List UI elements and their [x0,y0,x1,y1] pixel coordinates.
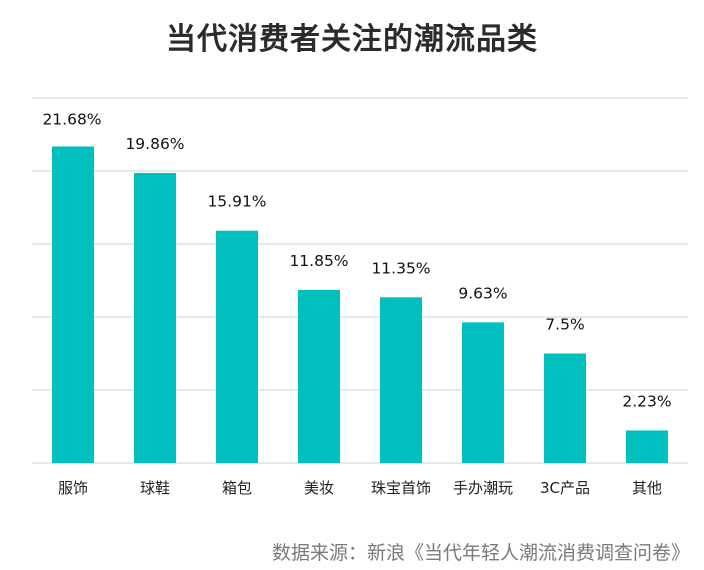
bar [380,297,422,463]
x-tick-labels: 服饰 球鞋 箱包 美妆 珠宝首饰 手办潮玩 3C产品 其他 [58,479,662,497]
bar [544,353,586,463]
value-label: 7.5% [545,316,584,334]
bar [134,173,176,463]
bar [626,430,668,463]
value-label: 21.68% [42,110,101,128]
chart-title: 当代消费者关注的潮流品类 [166,22,538,57]
x-tick-label: 其他 [632,479,662,497]
x-tick-label: 珠宝首饰 [371,479,431,497]
bar [298,289,340,463]
x-tick-label: 球鞋 [140,479,170,497]
value-label: 11.35% [371,259,430,277]
x-tick-label: 箱包 [222,479,252,497]
value-label: 2.23% [622,392,671,410]
bar [216,230,258,463]
source-note: 数据来源：新浪《当代年轻人潮流消费调查问卷》 [271,542,690,564]
x-tick-label: 美妆 [304,479,334,497]
x-tick-label: 服饰 [58,479,88,497]
x-tick-label: 手办潮玩 [453,479,513,497]
value-label: 9.63% [458,284,507,302]
value-label: 11.85% [289,252,348,270]
x-tick-label: 3C产品 [540,479,590,497]
bars [52,146,668,464]
value-labels: 21.68% 19.86% 15.91% 11.85% 11.35% 9.63% 7.5% 2… [42,110,671,410]
bar [462,322,504,463]
value-label: 15.91% [207,193,266,211]
value-label: 19.86% [125,135,184,153]
bar [52,146,94,464]
